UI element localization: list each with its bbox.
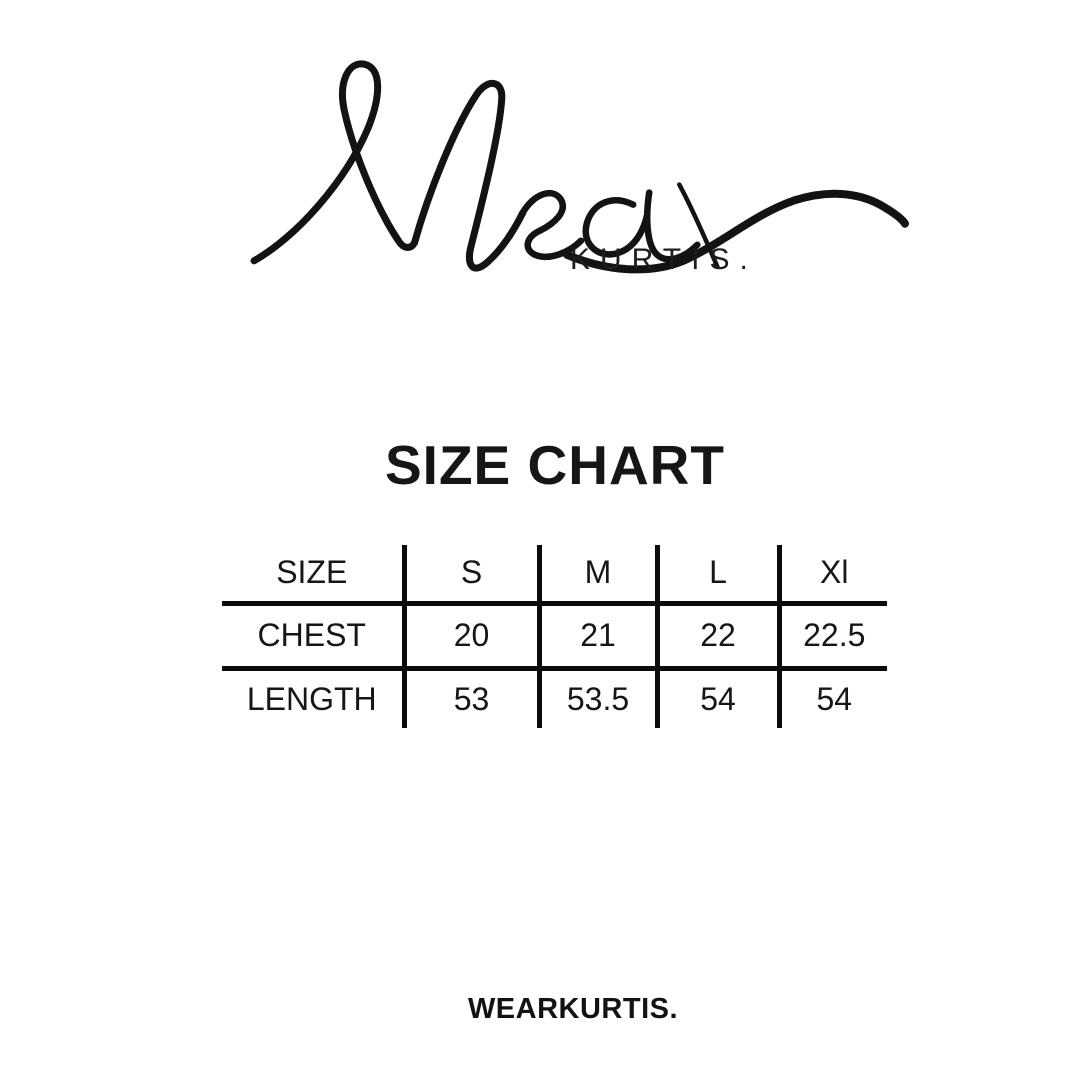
footer-brand-text: WEARKURTIS. [467,993,679,1025]
row-label-length: LENGTH [219,665,407,731]
chest-xl: 22.5 [776,600,890,671]
length-s: 53 [401,665,542,731]
chest-s: 20 [401,600,542,671]
chest-l: 22 [654,600,782,671]
size-chart-table-container: SIZE S M L Xl CHEST 20 21 22 22.5 LENGTH… [219,542,890,731]
col-header-m: M [536,542,660,606]
table-header-row: SIZE S M L Xl [219,542,890,606]
length-xl: 54 [776,665,890,731]
table-row-length: LENGTH 53 53.5 54 54 [219,665,890,731]
length-m: 53.5 [536,665,660,731]
row-label-chest: CHEST [219,600,407,671]
script-wear-logo-art [250,60,909,274]
table-row-chest: CHEST 20 21 22 22.5 [219,600,890,671]
col-header-l: L [654,542,782,606]
size-chart-table: SIZE S M L Xl CHEST 20 21 22 22.5 LENGTH… [219,542,890,731]
length-l: 54 [654,665,782,731]
wearkurtis-script-logo [250,40,912,285]
col-header-size: SIZE [219,542,407,606]
chest-m: 21 [536,600,660,671]
logo-kurtis-text: KURTIS. [570,243,758,276]
page-title: SIZE CHART [385,434,725,496]
col-header-s: S [401,542,542,606]
col-header-xl: Xl [776,542,890,606]
